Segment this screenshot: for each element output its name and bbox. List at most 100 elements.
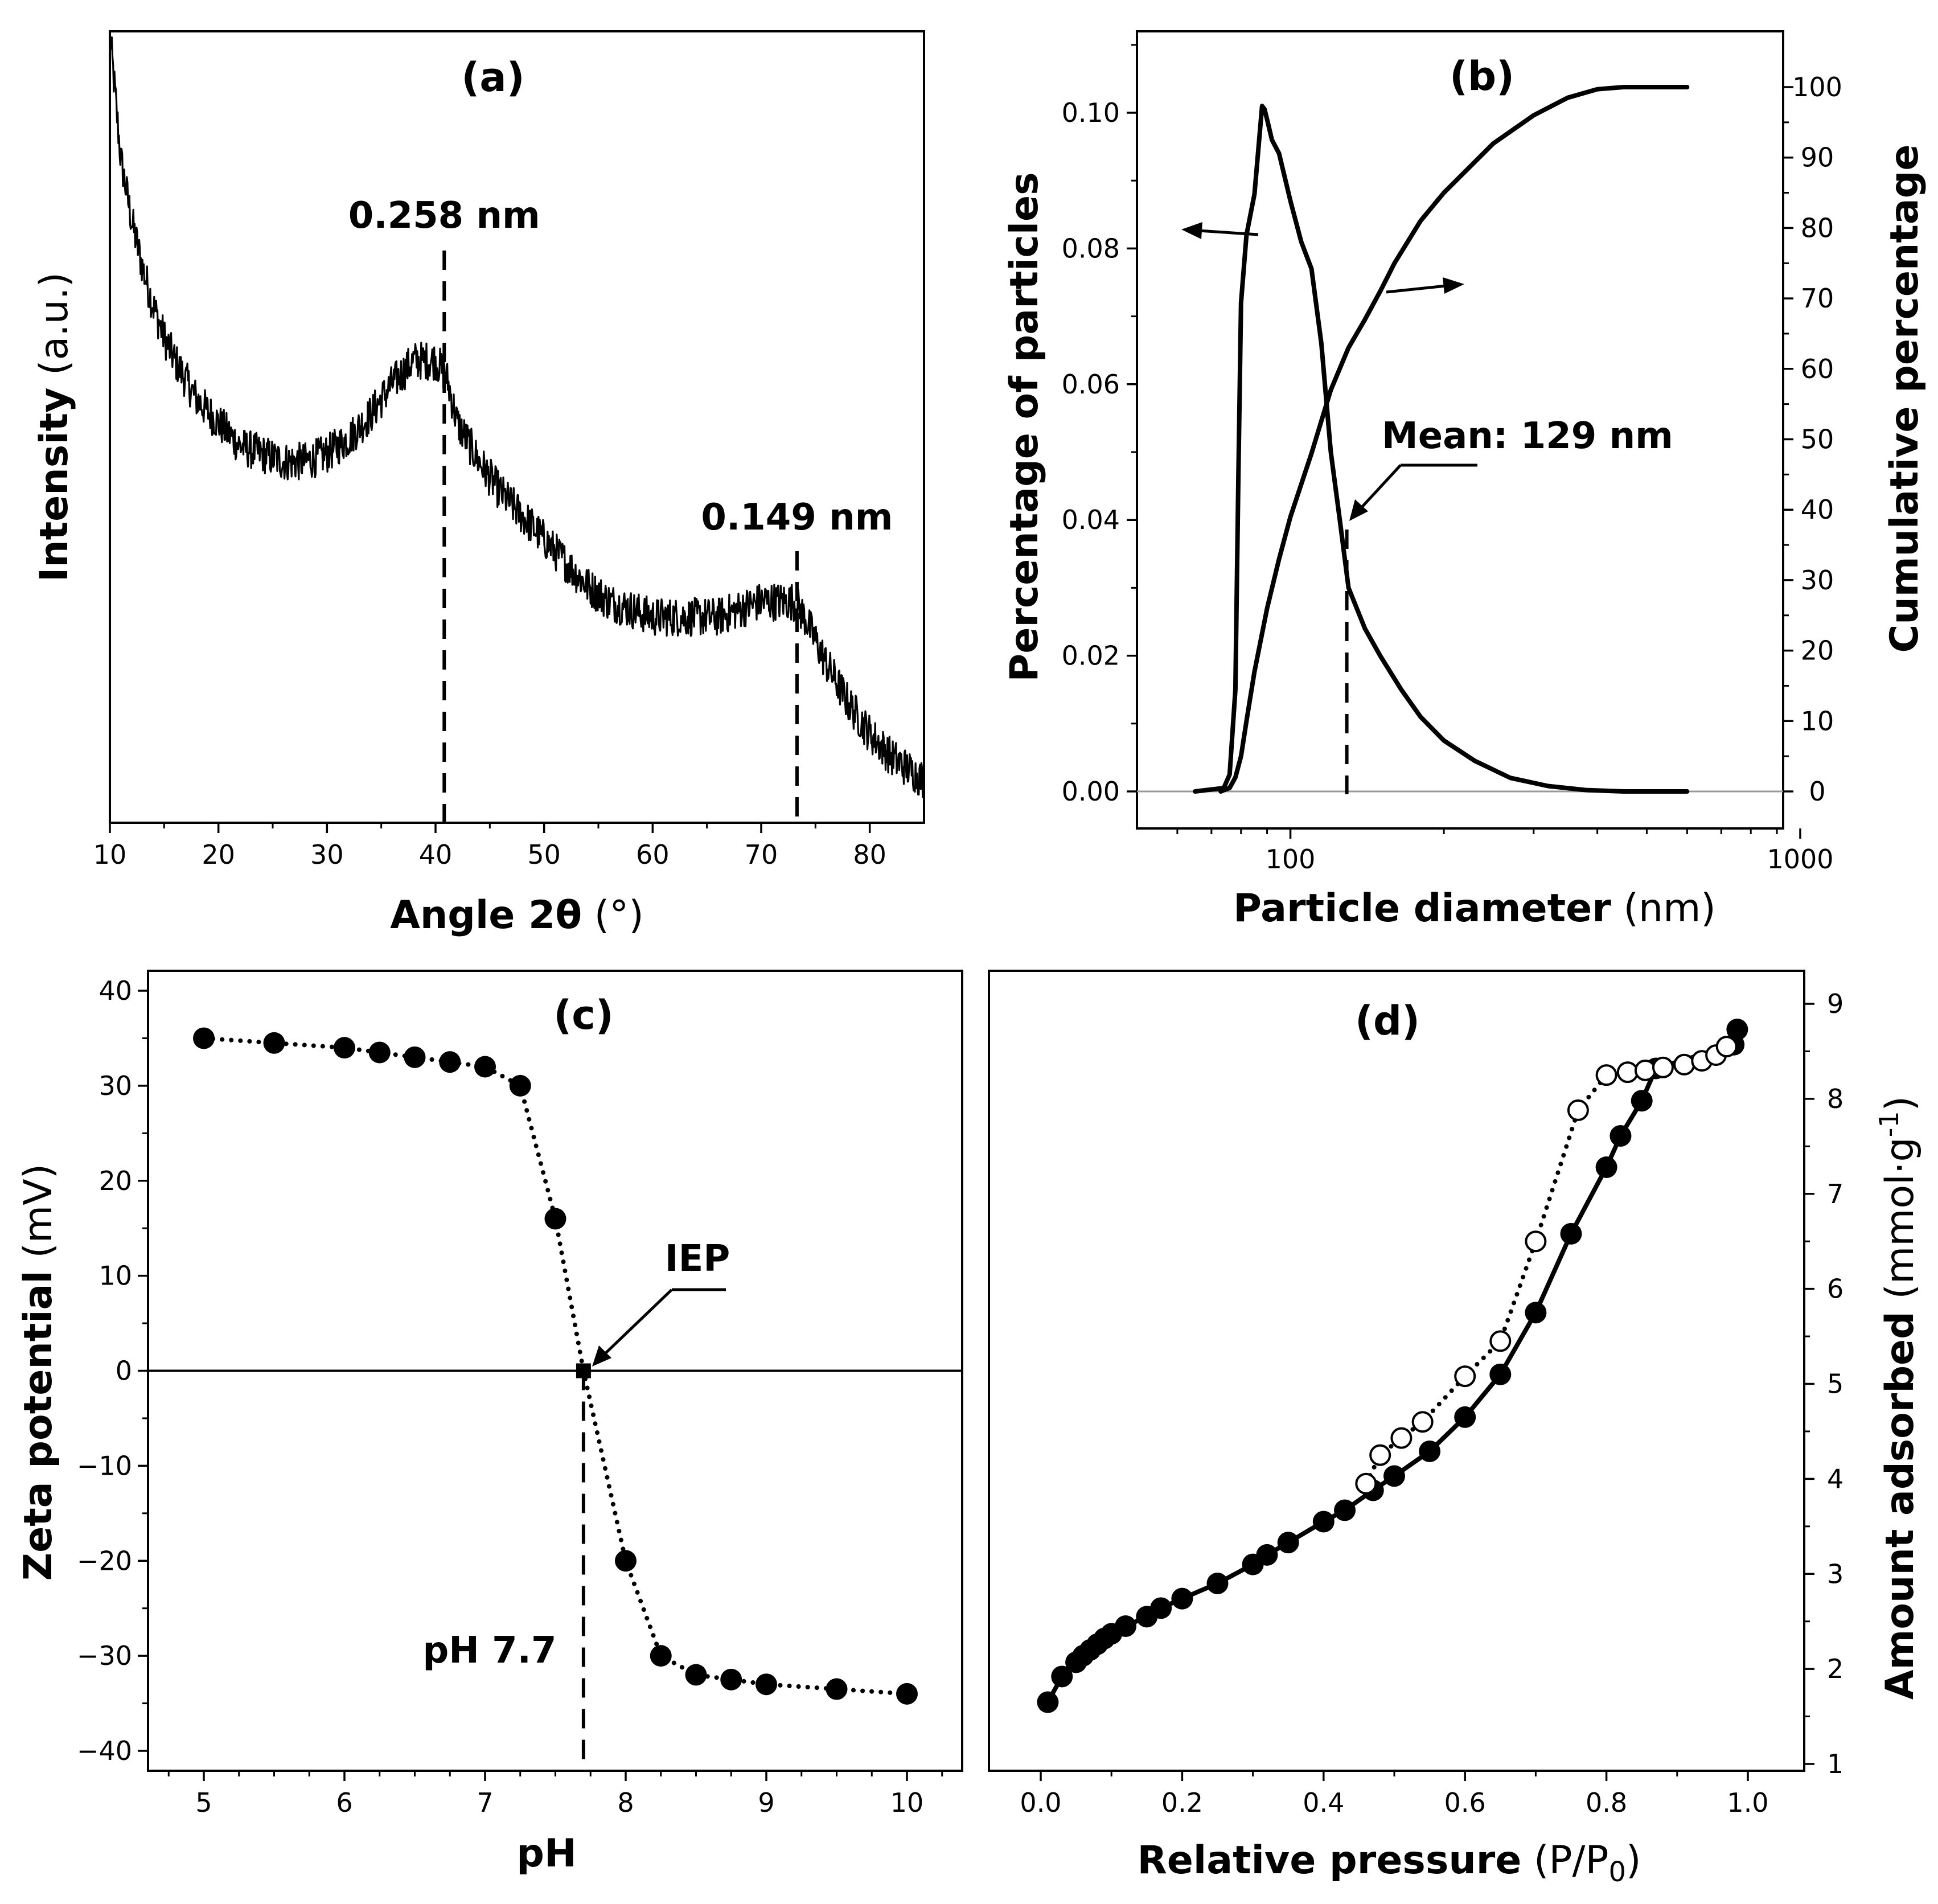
panel-d-y-tick-label: 6: [1827, 1274, 1843, 1304]
panel-d-x-tick-label: 0.2: [1161, 1787, 1203, 1818]
panel-c-point: [368, 1041, 391, 1064]
panel-d-desorption-line: [1364, 1044, 1729, 1486]
panel-d-x-axis-label-close: ): [1626, 1838, 1641, 1883]
panel-d-adsorption-point: [1560, 1222, 1582, 1245]
panel-a-x-tick-label: 80: [853, 839, 886, 870]
panel-b-left-tick-label: 0.00: [1062, 776, 1120, 807]
panel-c-x-tick-label: 8: [617, 1787, 634, 1818]
panel-d-x-axis-label-sub: 0: [1608, 1856, 1626, 1888]
panel-d-desorption-point: [1489, 1330, 1512, 1352]
panel-c-point: [509, 1074, 531, 1097]
panel-b-cumulative-curve: [1218, 85, 1690, 794]
panel-c-x-tick-label: 7: [477, 1787, 493, 1818]
panel-d-adsorption-point: [1277, 1532, 1299, 1554]
panel-c-iep-marker: [576, 1363, 591, 1378]
panel-d-y-tick-label: 4: [1827, 1463, 1843, 1494]
panel-c-point: [404, 1046, 426, 1068]
panel-d-y-tick-label: 8: [1827, 1084, 1843, 1114]
panel-c-y-axis-label: Zeta potential (mV): [16, 1164, 61, 1581]
panel-b-frame: [1136, 30, 1784, 830]
panel-b-mean-annotation: Mean: 129 nm: [1382, 415, 1673, 457]
panel-c-point: [685, 1664, 707, 1686]
panel-b-right-arrow: [1386, 277, 1464, 294]
panel-d-y-axis-label-unit: (mmol·g: [1878, 1137, 1923, 1299]
panel-c-point: [650, 1645, 672, 1667]
panel-d-y-tick-label: 1: [1827, 1749, 1843, 1779]
panel-b-right-axis-label: Cumulative percentage: [1882, 144, 1927, 653]
panel-d-desorption-point: [1454, 1365, 1476, 1388]
panel-a-x-tick-label: 60: [636, 839, 670, 870]
panel-c-title: (c): [553, 992, 613, 1039]
panel-c-y-axis-label-unit: (mV): [16, 1164, 61, 1258]
panel-d-desorption-point: [1634, 1059, 1656, 1081]
panel-c-y-tick-label: 30: [98, 1070, 132, 1101]
panel-c-y-tick-label: 10: [98, 1261, 132, 1291]
panel-d-desorption-point: [1673, 1053, 1695, 1076]
panel-c-point: [263, 1032, 285, 1054]
panel-d-adsorption-point: [1609, 1125, 1632, 1147]
panel-a-annotation-1: 0.258 nm: [348, 195, 540, 237]
panel-a-xrd-line: [109, 34, 925, 798]
panel-b-left-tick-label: 0.02: [1062, 641, 1120, 671]
panel-a-frame: [109, 30, 925, 824]
panel-d-desorption-point: [1390, 1427, 1413, 1449]
panel-d-adsorption-point: [1150, 1597, 1172, 1619]
panel-b-mean-arrow: [1349, 463, 1477, 521]
panel-c-x-axis-label: pH: [516, 1831, 577, 1876]
panel-b-x-axis-label-unit: (nm): [1623, 886, 1715, 931]
panel-d-points: [1037, 1019, 1748, 1713]
panel-a-x-axis-label: Angle 2θ (°): [390, 893, 644, 938]
panel-d-adsorption-point: [1595, 1156, 1617, 1179]
panel-c-point: [896, 1683, 918, 1705]
panel-d-y-tick-label: 9: [1827, 988, 1843, 1019]
panel-d: 0.0 0.2 0.4 0.6 0.8 1.0 1 2 3 4 5 6 7 8 9 (d) Relative…: [988, 970, 1923, 1888]
panel-d-adsorption-point: [1115, 1615, 1137, 1638]
panel-d-adsorption-point: [1383, 1465, 1405, 1487]
panel-b-left-arrow: [1181, 222, 1259, 239]
panel-d-y-tick-label: 2: [1827, 1653, 1843, 1684]
panel-d-y-axis-label-sup: -1: [1874, 1111, 1904, 1137]
panel-b-right-tick-label: 20: [1801, 635, 1834, 666]
panel-c-point: [439, 1051, 461, 1073]
panel-d-desorption-point: [1652, 1056, 1674, 1078]
panel-c-y-axis-label-main: Zeta potential: [16, 1270, 61, 1581]
panel-b-x-tick-label: 1000: [1767, 844, 1833, 875]
panel-d-frame: [988, 970, 1805, 1772]
panel-a-x-tick-label: 70: [745, 839, 778, 870]
panel-a-title: (a): [461, 54, 524, 101]
panel-d-y-tick-label: 7: [1827, 1179, 1843, 1209]
panel-c-points: [193, 1027, 918, 1705]
panel-d-desorption-point: [1411, 1411, 1434, 1433]
panel-b-right-tick-label: 70: [1801, 283, 1834, 314]
panel-b-left-tick-label: 0.06: [1062, 369, 1120, 400]
panel-b-x-tick-label: 100: [1266, 844, 1316, 875]
panel-d-adsorption-point: [1037, 1691, 1059, 1713]
panel-b-x-axis-label-main: Particle diameter: [1233, 886, 1611, 931]
panel-b-left-tick-label: 0.10: [1062, 97, 1120, 128]
panel-d-y-axis-label-close: ): [1878, 1096, 1923, 1111]
panel-c-y-tick-label: −20: [77, 1545, 132, 1576]
panel-b-right-tick-label: 50: [1801, 424, 1834, 455]
panel-d-y-axis-label: Amount adsorbed (mmol·g-1): [1874, 1096, 1923, 1700]
panel-d-x-tick-label: 0.4: [1303, 1787, 1344, 1818]
panel-d-adsorption-point: [1631, 1090, 1653, 1112]
panel-d-adsorption-point: [1726, 1019, 1748, 1041]
panel-a-x-tick-label: 50: [527, 839, 561, 870]
panel-d-x-axis-label-main: Relative pressure: [1137, 1838, 1521, 1883]
panel-c-point: [756, 1673, 777, 1696]
panel-d-adsorption-point: [1454, 1406, 1476, 1428]
panel-c-iep-label: IEP: [665, 1238, 730, 1280]
panel-b-right-tick-label: 0: [1809, 776, 1825, 807]
panel-a-x-axis-label-unit: (°): [594, 893, 644, 938]
panel-a-y-axis-label-main: Intensity: [32, 388, 77, 582]
panel-a: 10 20 30 40 50 60 70 80 0.258 nm 0.149 nm (a) A…: [32, 30, 925, 938]
panel-a-annotation-2: 0.149 nm: [701, 496, 893, 539]
panel-d-desorption-point: [1715, 1036, 1738, 1058]
panel-d-adsorption-point: [1334, 1499, 1356, 1521]
panel-d-adsorption-line: [1045, 1027, 1740, 1705]
panel-b-ticks: 100 1000 0.00 0.02 0.04 0.06 0.08 0.10 0 10 20 30 40…: [1062, 44, 1842, 875]
panel-a-y-axis-label: Intensity (a.u.): [32, 272, 77, 582]
panel-d-adsorption-point: [1051, 1665, 1073, 1688]
panel-c-y-tick-label: −40: [77, 1735, 132, 1766]
panel-b-right-tick-label: 90: [1801, 142, 1834, 173]
